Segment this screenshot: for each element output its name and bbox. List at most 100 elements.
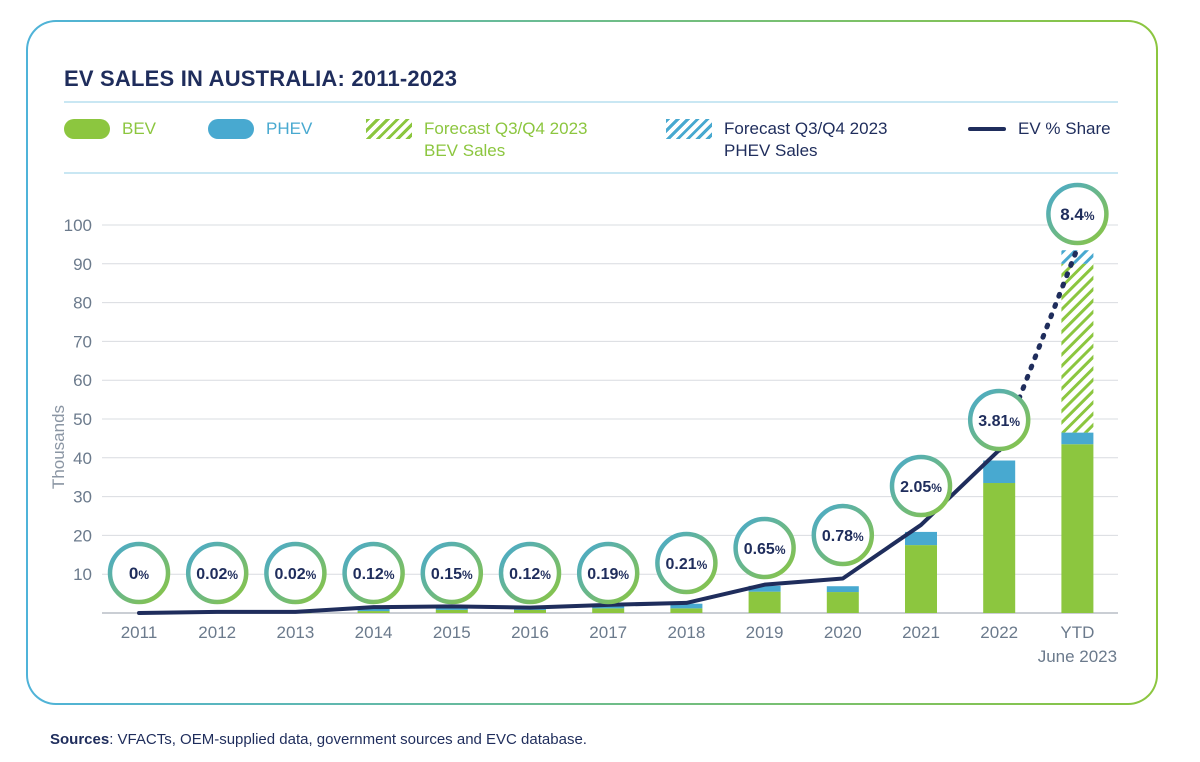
share-badge-circle <box>967 388 1031 452</box>
forecast-phev-swatch <box>666 119 712 139</box>
legend-phev-label: PHEV <box>266 119 313 138</box>
share-badge-label: 0% <box>129 564 149 583</box>
share-badge: 0.02% <box>264 541 327 605</box>
x-tick-label: 2020 <box>824 623 862 642</box>
share-badge: 8.4% <box>1046 182 1109 246</box>
x-tick-label: 2017 <box>589 623 627 642</box>
share-badge: 0.02% <box>185 541 249 605</box>
share-badge: 0.19% <box>576 541 640 605</box>
share-badge-circle <box>107 541 171 605</box>
phev-bar <box>905 531 937 546</box>
bev-bar <box>826 592 859 613</box>
share-badge-label: 0.21% <box>665 556 707 573</box>
legend-bev: BEV <box>64 118 156 140</box>
x-tick-label: 2014 <box>355 623 393 642</box>
sources-text: : VFACTs, OEM-supplied data, government … <box>109 731 587 748</box>
share-line <box>137 448 1002 615</box>
phev-bar <box>983 460 1016 484</box>
bev-bar <box>748 591 781 613</box>
phev-bar <box>670 603 703 609</box>
phev-bar <box>748 585 781 592</box>
share-badge-circle <box>889 454 953 518</box>
y-tick-label: 50 <box>73 410 92 429</box>
share-badge-circle <box>655 531 718 595</box>
legend-phev: PHEV <box>208 118 312 140</box>
phev-swatch <box>208 119 254 139</box>
share-badge-circle <box>733 516 796 580</box>
share-badge-circle <box>185 541 249 605</box>
forecast-bev-bar <box>1061 263 1094 433</box>
legend-divider <box>64 172 1118 174</box>
share-badge-circle <box>420 541 484 605</box>
share-badge-circle <box>498 541 562 605</box>
share-badge: 0.12% <box>342 541 405 605</box>
bev-bar <box>983 483 1016 613</box>
forecast-bev-swatch <box>366 119 412 139</box>
share-line-swatch <box>968 127 1006 131</box>
y-tick-label: 40 <box>73 449 92 468</box>
share-badge: 3.81% <box>967 388 1031 452</box>
share-badge: 0.21% <box>655 531 718 595</box>
sources-label: Sources <box>50 731 110 748</box>
legend-forecast-phev: Forecast Q3/Q4 2023 PHEV Sales <box>666 118 887 162</box>
share-badge-label: 0.02% <box>274 566 316 583</box>
bev-bar <box>1061 444 1094 613</box>
share-badge-label: 0.78% <box>822 528 864 545</box>
bev-bar <box>435 609 468 613</box>
share-badge-label: 0.02% <box>196 566 238 583</box>
x-tick-label: 2015 <box>433 623 471 642</box>
share-badge-label: 0.12% <box>509 566 551 583</box>
y-axis-label: Thousands <box>49 405 68 489</box>
share-badge: 0.65% <box>733 516 796 580</box>
share-badge-label: 3.81% <box>978 413 1020 430</box>
phev-bar <box>1061 432 1094 445</box>
share-badge-circle <box>1046 182 1109 246</box>
share-badge: 2.05% <box>889 454 953 518</box>
forecast-phev-bar <box>1061 250 1094 264</box>
x-tick-label: 2013 <box>276 623 314 642</box>
legend-forecast-bev: Forecast Q3/Q4 2023 BEV Sales <box>366 118 587 162</box>
x-tick-label: YTD <box>1060 623 1094 642</box>
y-tick-label: 20 <box>73 526 92 545</box>
x-tick-label: 2022 <box>980 623 1018 642</box>
x-tick-label: June 2023 <box>1038 647 1117 666</box>
share-badge-label: 8.4% <box>1060 205 1095 224</box>
legend-share-label: EV % Share <box>1018 119 1111 138</box>
bev-swatch <box>64 119 110 139</box>
y-tick-label: 80 <box>73 294 92 313</box>
bev-bar <box>905 545 937 613</box>
title-divider <box>64 101 1118 103</box>
bev-bar <box>357 611 390 613</box>
legend-forecast-phev-label: Forecast Q3/Q4 2023 PHEV Sales <box>724 119 888 160</box>
share-badge: 0.78% <box>811 503 875 567</box>
bev-bar <box>514 609 546 613</box>
share-badge-circle <box>264 541 327 605</box>
share-badge: 0.12% <box>498 541 562 605</box>
legend-forecast-bev-label: Forecast Q3/Q4 2023 BEV Sales <box>424 119 588 160</box>
share-badge-label: 0.65% <box>744 541 786 558</box>
x-tick-label: 2018 <box>667 623 705 642</box>
y-tick-label: 100 <box>64 216 92 235</box>
y-tick-label: 10 <box>73 565 92 584</box>
share-badge: 0% <box>107 541 171 605</box>
share-badge-label: 2.05% <box>900 479 942 496</box>
share-badge-circle <box>342 541 405 605</box>
y-tick-label: 90 <box>73 255 92 274</box>
chart-title: EV SALES IN AUSTRALIA: 2011-2023 <box>64 66 458 91</box>
y-tick-label: 60 <box>73 371 92 390</box>
bev-bar <box>670 608 703 613</box>
bev-bar <box>592 608 625 613</box>
share-badge-label: 0.19% <box>587 566 629 583</box>
y-tick-label: 70 <box>73 332 92 351</box>
x-tick-label: 2016 <box>511 623 549 642</box>
share-badge-circle <box>576 541 640 605</box>
phev-bar <box>826 586 859 593</box>
legend-bev-label: BEV <box>122 119 157 138</box>
x-tick-label: 2019 <box>746 623 784 642</box>
sources-note: Sources: VFACTs, OEM-supplied data, gove… <box>50 731 587 748</box>
share-badge: 0.15% <box>420 541 484 605</box>
share-badge-label: 0.15% <box>431 566 473 583</box>
x-tick-label: 2021 <box>902 623 940 642</box>
share-badge-circle <box>811 503 875 567</box>
